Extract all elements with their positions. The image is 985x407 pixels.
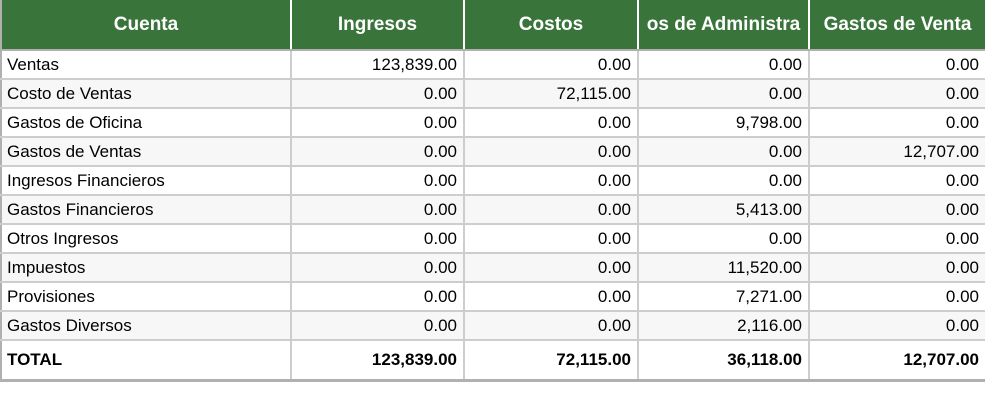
- total-value-cell[interactable]: 12,707.00: [808, 340, 985, 380]
- account-cell[interactable]: Otros Ingresos: [1, 224, 291, 254]
- table-row: Gastos Diversos 0.00 0.00 2,116.00 0.00: [1, 311, 985, 341]
- value-cell[interactable]: 2,116.00: [637, 311, 809, 341]
- value-cell[interactable]: 0.00: [463, 50, 638, 80]
- value-cell[interactable]: 0.00: [463, 282, 638, 312]
- value-cell[interactable]: 0.00: [463, 137, 638, 167]
- value-cell[interactable]: 0.00: [808, 79, 985, 109]
- table-row: Gastos Financieros 0.00 0.00 5,413.00 0.00: [1, 195, 985, 225]
- account-cell[interactable]: Costo de Ventas: [1, 79, 291, 109]
- total-value-cell[interactable]: 36,118.00: [637, 340, 809, 380]
- value-cell[interactable]: 9,798.00: [637, 108, 809, 138]
- account-cell[interactable]: Gastos Financieros: [1, 195, 291, 225]
- value-cell[interactable]: 0.00: [808, 50, 985, 80]
- value-cell[interactable]: 0.00: [637, 166, 809, 196]
- account-cell[interactable]: Ventas: [1, 50, 291, 80]
- column-header-gastos-venta[interactable]: Gastos de Venta: [808, 0, 985, 51]
- column-header-gastos-administracion[interactable]: os de Administra: [637, 0, 809, 51]
- value-cell[interactable]: 0.00: [463, 108, 638, 138]
- value-cell[interactable]: 72,115.00: [463, 79, 638, 109]
- table-row: Impuestos 0.00 0.00 11,520.00 0.00: [1, 253, 985, 283]
- value-cell[interactable]: 0.00: [637, 50, 809, 80]
- value-cell[interactable]: 0.00: [290, 253, 464, 283]
- table-row: Provisiones 0.00 0.00 7,271.00 0.00: [1, 282, 985, 312]
- table-row: Costo de Ventas 0.00 72,115.00 0.00 0.00: [1, 79, 985, 109]
- table-row: Otros Ingresos 0.00 0.00 0.00 0.00: [1, 224, 985, 254]
- account-cell[interactable]: Gastos de Oficina: [1, 108, 291, 138]
- value-cell[interactable]: 123,839.00: [290, 50, 464, 80]
- value-cell[interactable]: 0.00: [463, 195, 638, 225]
- value-cell[interactable]: 0.00: [463, 253, 638, 283]
- table-row: Ventas 123,839.00 0.00 0.00 0.00: [1, 50, 985, 80]
- column-header-cuenta[interactable]: Cuenta: [1, 0, 291, 51]
- value-cell[interactable]: 0.00: [290, 224, 464, 254]
- total-row: TOTAL 123,839.00 72,115.00 36,118.00 12,…: [1, 340, 985, 380]
- accounts-report: Cuenta Ingresos Costos os de Administra …: [0, 0, 985, 382]
- value-cell[interactable]: 11,520.00: [637, 253, 809, 283]
- accounts-table: Cuenta Ingresos Costos os de Administra …: [0, 0, 985, 382]
- value-cell[interactable]: 12,707.00: [808, 137, 985, 167]
- account-cell[interactable]: Ingresos Financieros: [1, 166, 291, 196]
- account-cell[interactable]: Gastos Diversos: [1, 311, 291, 341]
- value-cell[interactable]: 0.00: [637, 224, 809, 254]
- table-row: Gastos de Oficina 0.00 0.00 9,798.00 0.00: [1, 108, 985, 138]
- value-cell[interactable]: 0.00: [290, 79, 464, 109]
- account-cell[interactable]: Gastos de Ventas: [1, 137, 291, 167]
- value-cell[interactable]: 0.00: [463, 224, 638, 254]
- value-cell[interactable]: 0.00: [637, 137, 809, 167]
- value-cell[interactable]: 0.00: [808, 195, 985, 225]
- column-header-ingresos[interactable]: Ingresos: [290, 0, 464, 51]
- total-value-cell[interactable]: 72,115.00: [463, 340, 638, 380]
- value-cell[interactable]: 0.00: [808, 282, 985, 312]
- value-cell[interactable]: 0.00: [463, 311, 638, 341]
- header-row: Cuenta Ingresos Costos os de Administra …: [1, 0, 985, 51]
- table-body: Ventas 123,839.00 0.00 0.00 0.00 Costo de Ven…: [1, 50, 985, 341]
- value-cell[interactable]: 0.00: [637, 79, 809, 109]
- value-cell[interactable]: 0.00: [290, 166, 464, 196]
- value-cell[interactable]: 0.00: [808, 166, 985, 196]
- value-cell[interactable]: 0.00: [290, 195, 464, 225]
- value-cell[interactable]: 0.00: [290, 137, 464, 167]
- value-cell[interactable]: 0.00: [808, 108, 985, 138]
- value-cell[interactable]: 7,271.00: [637, 282, 809, 312]
- value-cell[interactable]: 0.00: [808, 311, 985, 341]
- value-cell[interactable]: 0.00: [290, 282, 464, 312]
- value-cell[interactable]: 5,413.00: [637, 195, 809, 225]
- value-cell[interactable]: 0.00: [463, 166, 638, 196]
- total-label-cell[interactable]: TOTAL: [1, 340, 291, 380]
- value-cell[interactable]: 0.00: [808, 253, 985, 283]
- account-cell[interactable]: Provisiones: [1, 282, 291, 312]
- value-cell[interactable]: 0.00: [290, 311, 464, 341]
- column-header-costos[interactable]: Costos: [463, 0, 638, 51]
- table-row: Ingresos Financieros 0.00 0.00 0.00 0.00: [1, 166, 985, 196]
- value-cell[interactable]: 0.00: [290, 108, 464, 138]
- table-row: Gastos de Ventas 0.00 0.00 0.00 12,707.00: [1, 137, 985, 167]
- account-cell[interactable]: Impuestos: [1, 253, 291, 283]
- value-cell[interactable]: 0.00: [808, 224, 985, 254]
- total-value-cell[interactable]: 123,839.00: [290, 340, 464, 380]
